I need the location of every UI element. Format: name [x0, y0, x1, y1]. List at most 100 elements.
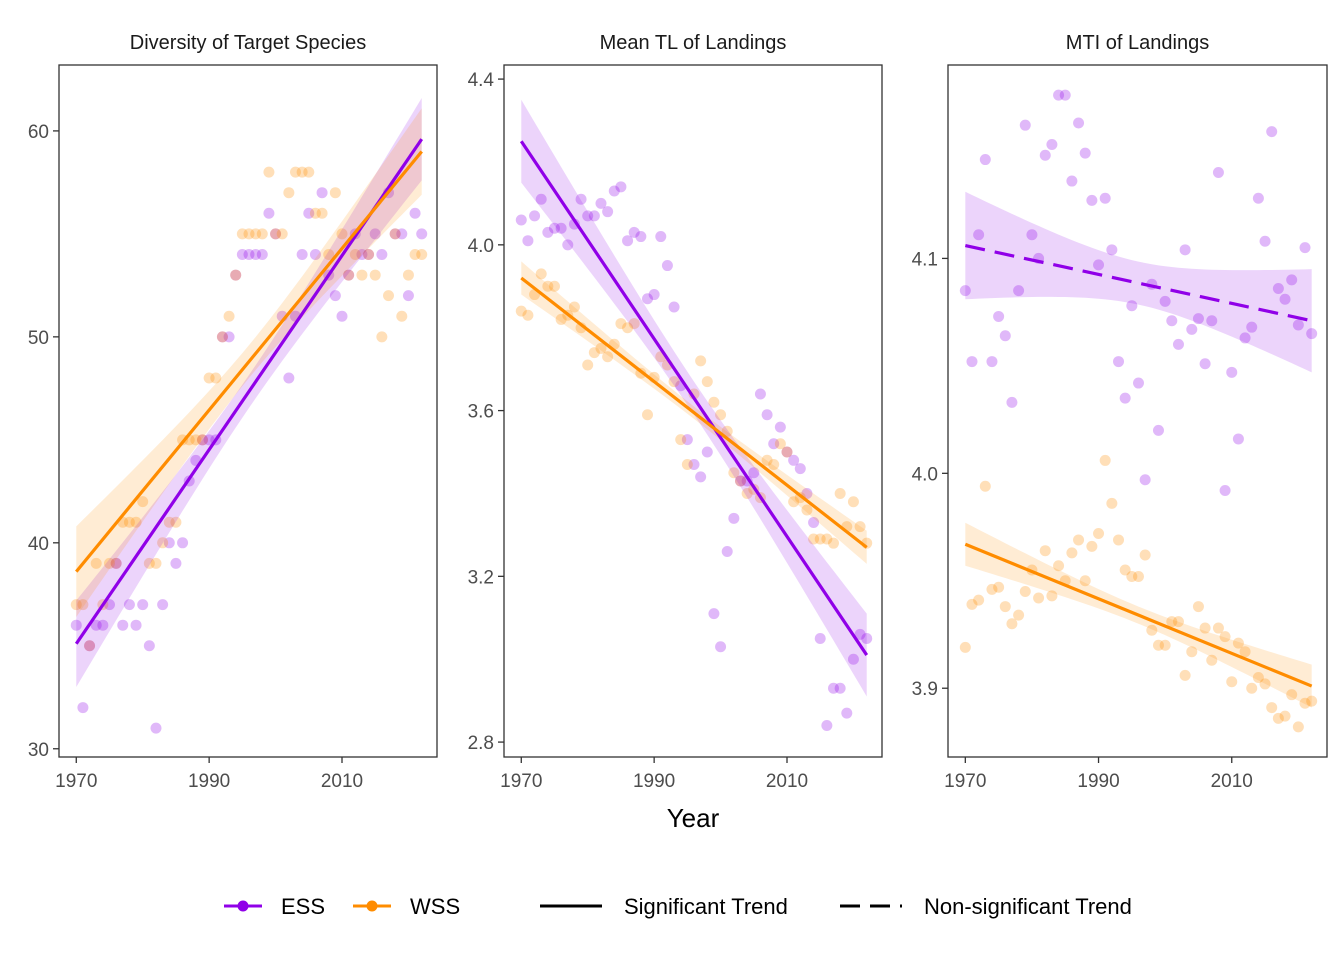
data-point — [728, 512, 740, 524]
data-point — [768, 458, 780, 470]
data-point — [1172, 338, 1184, 350]
data-point — [986, 356, 998, 368]
data-point — [834, 487, 846, 499]
data-point — [389, 228, 401, 240]
data-point — [622, 235, 634, 247]
data-point — [602, 351, 614, 363]
data-point — [110, 557, 122, 569]
data-point — [635, 231, 647, 243]
data-point — [1139, 474, 1151, 486]
data-point — [236, 248, 248, 260]
data-point — [542, 226, 554, 238]
data-point — [117, 619, 129, 631]
y-tick-label: 4.4 — [468, 70, 495, 91]
data-point — [263, 207, 275, 219]
data-point — [721, 425, 733, 437]
panel-title: MTI of Landings — [1066, 32, 1209, 54]
trend-line-wss — [75, 150, 423, 573]
data-point — [628, 226, 640, 238]
x-tick-label: 1970 — [55, 771, 97, 792]
data-point — [263, 166, 275, 178]
data-point — [761, 409, 773, 421]
data-point — [356, 248, 368, 260]
data-point — [1132, 570, 1144, 582]
data-point — [97, 619, 109, 631]
data-point — [1286, 274, 1298, 286]
data-point — [137, 496, 149, 508]
data-point — [216, 331, 228, 343]
data-point — [781, 446, 793, 458]
data-point — [110, 557, 122, 569]
y-tick-label: 30 — [28, 740, 49, 761]
data-point — [143, 557, 155, 569]
data-point — [1079, 147, 1091, 159]
data-point — [70, 619, 82, 631]
data-point — [1066, 175, 1078, 187]
data-point — [675, 434, 687, 446]
data-point — [1206, 654, 1218, 666]
data-point — [396, 310, 408, 322]
data-point — [203, 372, 215, 384]
data-point — [847, 653, 859, 665]
data-point — [715, 641, 727, 653]
data-point — [1259, 678, 1271, 690]
panel-3: MTI of Landings 1970 1990 2010 3.9 4.0 4.1 — [912, 32, 1328, 792]
data-point — [1219, 631, 1231, 643]
data-point — [748, 467, 760, 479]
data-point — [608, 185, 620, 197]
data-point — [150, 722, 162, 734]
data-point — [1026, 229, 1038, 241]
data-point — [728, 467, 740, 479]
data-point — [1039, 545, 1051, 557]
data-point — [1132, 377, 1144, 389]
data-point — [774, 438, 786, 450]
data-point — [163, 537, 175, 549]
data-point — [1019, 586, 1031, 598]
data-point — [177, 537, 189, 549]
x-tick-label: 2010 — [766, 771, 808, 792]
data-point — [522, 235, 534, 247]
data-point — [754, 388, 766, 400]
points-ess — [515, 181, 873, 732]
data-point — [309, 248, 321, 260]
data-point — [801, 487, 813, 499]
data-point — [376, 248, 388, 260]
data-point — [349, 248, 361, 260]
data-point — [84, 640, 96, 652]
legend-label-ess: ESS — [281, 894, 325, 919]
y-tick-label: 4.1 — [912, 249, 938, 270]
data-point — [409, 207, 421, 219]
data-point — [409, 248, 421, 260]
y-tick-label: 3.9 — [912, 679, 938, 700]
data-point — [701, 376, 713, 388]
data-point — [90, 557, 102, 569]
data-point — [648, 289, 660, 301]
data-point — [668, 301, 680, 313]
data-point — [1239, 646, 1251, 658]
data-point — [1159, 639, 1171, 651]
data-point — [1246, 321, 1258, 333]
data-point — [196, 434, 208, 446]
legend-key-point-wss — [366, 900, 378, 912]
data-point — [1106, 244, 1118, 256]
data-point — [768, 438, 780, 450]
data-point — [1139, 549, 1151, 561]
data-point — [568, 301, 580, 313]
data-point — [363, 248, 375, 260]
data-point — [734, 475, 746, 487]
data-point — [329, 290, 341, 302]
data-point — [555, 313, 567, 325]
data-point — [715, 409, 727, 421]
data-point — [123, 516, 135, 528]
data-point — [1246, 682, 1258, 694]
data-point — [223, 331, 235, 343]
data-point — [695, 471, 707, 483]
data-point — [814, 533, 826, 545]
data-point — [555, 222, 567, 234]
data-point — [250, 228, 262, 240]
data-point — [123, 599, 135, 611]
data-point — [986, 583, 998, 595]
data-point — [562, 239, 574, 251]
data-point — [973, 229, 985, 241]
data-point — [1266, 126, 1278, 138]
